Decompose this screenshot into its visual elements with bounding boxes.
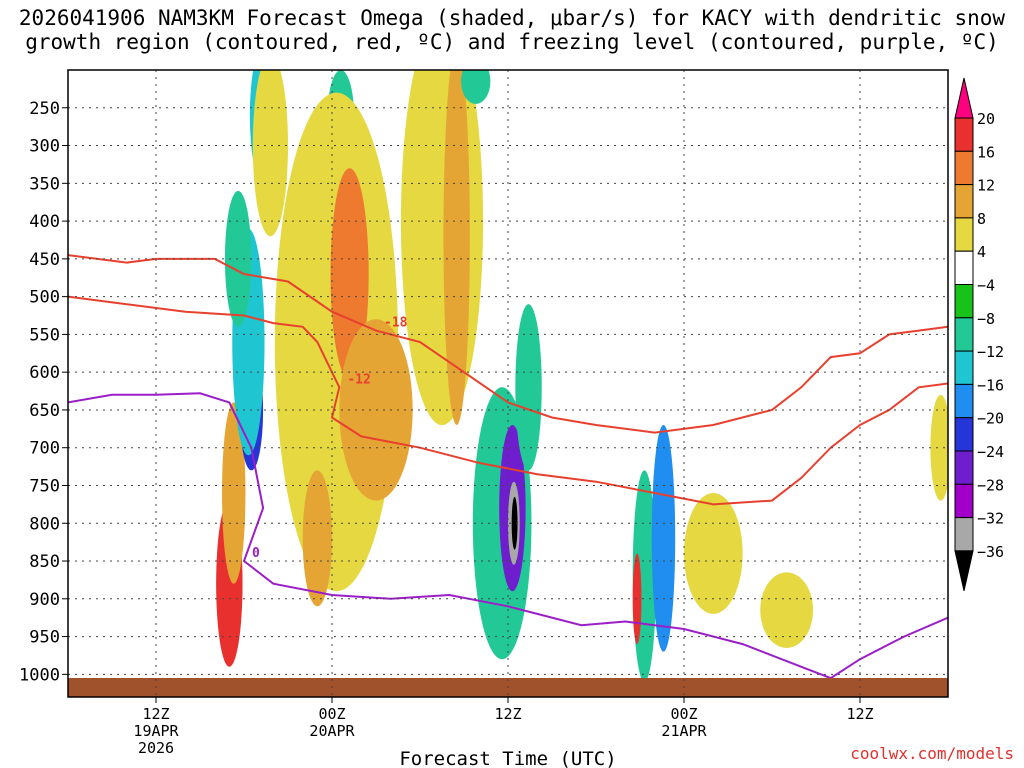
x-tick-label-42-0: 00Z [670,705,697,723]
colorbar-label-12: −32 [977,510,1004,528]
y-tick-label-550: 550 [29,325,60,345]
omega-region-23 [684,493,743,614]
contour-line--12 [68,295,948,506]
colorbar-label-5: −4 [977,277,995,295]
colorbar-label-13: −36 [977,543,1004,561]
y-tick-label-950: 950 [29,628,60,648]
colorbar-swatch-2 [954,150,974,186]
colorbar-bottom-arrow [954,550,974,592]
colorbar-swatch-10 [954,417,974,452]
colorbar-label-3: 8 [977,210,986,228]
colorbar-top-arrow [954,77,974,119]
x-tick-label-18-1: 20APR [309,722,355,740]
x-tick-label-6-2: 2026 [138,739,174,757]
x-tick-label-6-1: 19APR [133,722,179,740]
colorbar-swatch-13 [954,517,974,552]
omega-region-25 [930,394,948,501]
omega-region-22 [651,425,676,652]
y-tick-label-800: 800 [29,514,60,534]
y-tick-label-700: 700 [29,439,60,459]
omega-region-19 [515,304,542,471]
omega-region-13 [443,70,470,425]
chart-title-line-2: growth region (contoured, red, ºC) and f… [25,30,999,54]
omega-region-9 [330,168,369,380]
colorbar-label-1: 16 [977,143,995,161]
colorbar-swatch-6 [954,284,974,319]
omega-region-1 [222,402,246,584]
colorbar-swatch-1 [954,117,974,152]
y-tick-label-300: 300 [29,137,60,157]
y-tick-label-1000: 1000 [19,665,60,685]
y-tick-label-850: 850 [29,552,60,572]
colorbar-label-11: −28 [977,476,1004,494]
x-axis-title: Forecast Time (UTC) [399,748,616,768]
y-tick-label-350: 350 [29,174,60,194]
x-tick-label-6-0: 12Z [142,705,169,723]
colorbar-swatch-11 [954,450,974,485]
x-tick-label-42-1: 21APR [661,722,707,740]
omega-region-14 [461,70,491,104]
colorbar-swatch-9 [954,383,974,419]
colorbar-label-0: 20 [977,110,995,128]
omega-region-6 [252,70,288,237]
omega-region-21 [632,553,642,645]
y-tick-label-900: 900 [29,590,60,610]
colorbar-label-7: −12 [977,343,1004,361]
colorbar-label-9: −20 [977,410,1004,428]
colorbar-swatch-7 [954,317,974,352]
y-tick-label-250: 250 [29,99,60,119]
y-tick-label-750: 750 [29,476,60,496]
contour-label--12: -12 [347,372,370,387]
credit-text: coolwx.com/models [850,744,1014,763]
y-tick-label-450: 450 [29,250,60,270]
chart-title-line-1: 2026041906 NAM3KM Forecast Omega (shaded… [18,6,1006,30]
y-tick-label-650: 650 [29,401,60,421]
contour-label-0: 0 [252,546,260,561]
colorbar-swatch-3 [954,184,974,219]
contour-line-0 [68,392,948,680]
colorbar-swatch-5 [954,250,974,285]
y-tick-label-500: 500 [29,288,60,308]
colorbar-swatch-8 [954,350,974,385]
colorbar-swatch-4 [954,217,974,252]
x-tick-label-30-0: 12Z [494,705,521,723]
x-tick-label-54-0: 12Z [846,705,873,723]
y-tick-label-600: 600 [29,363,60,383]
colorbar-label-10: −24 [977,443,1004,461]
omega-region-4 [224,190,252,327]
colorbar-label-8: −16 [977,376,1004,394]
y-tick-label-400: 400 [29,212,60,232]
omega-region-24 [760,572,814,648]
colorbar-swatch-12 [954,483,974,519]
omega-region-18 [511,496,518,550]
contour-label--18: -18 [384,316,408,331]
omega-region-11 [302,470,333,607]
colorbar-label-2: 12 [977,177,995,195]
colorbar-label-6: −8 [977,310,995,328]
colorbar-label-4: 4 [977,243,986,261]
x-tick-label-18-0: 00Z [318,705,345,723]
